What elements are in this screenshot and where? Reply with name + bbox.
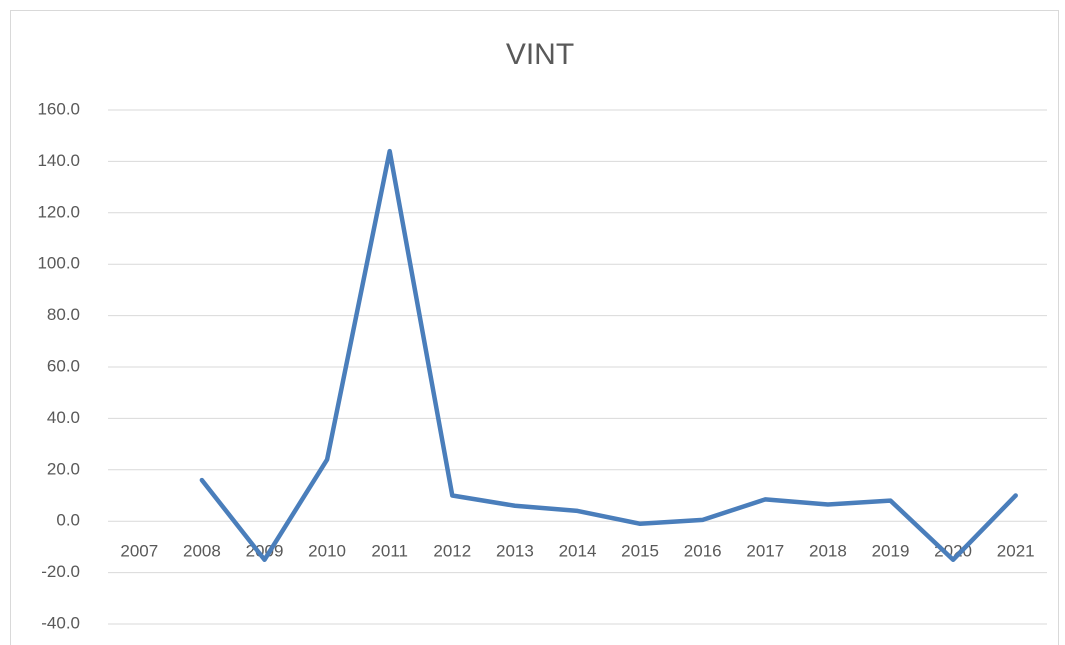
y-tick-label: 60.0 [47,356,80,375]
x-tick-label: 2012 [433,542,471,561]
y-tick-label: -20.0 [41,562,80,581]
y-tick-label: 120.0 [37,202,80,221]
x-tick-label: 2013 [496,542,534,561]
x-tick-label: 2011 [371,542,408,561]
y-tick-label: 100.0 [37,254,80,273]
y-tick-label: 160.0 [37,99,80,118]
y-tick-label: 80.0 [47,305,80,324]
x-tick-label: 2010 [308,542,346,561]
y-tick-label: -40.0 [41,613,80,632]
x-tick-label: 2020 [934,542,972,561]
y-tick-label: 20.0 [47,459,80,478]
x-tick-label: 2018 [809,542,847,561]
chart-title: VINT [506,38,574,71]
y-tick-label: 40.0 [47,408,80,427]
x-tick-label: 2007 [120,542,158,561]
x-tick-label: 2014 [559,542,597,561]
x-tick-label: 2016 [684,542,722,561]
y-tick-label: 140.0 [37,151,80,170]
x-tick-label: 2019 [872,542,910,561]
y-tick-label: 0.0 [56,511,80,530]
x-tick-label: 2021 [997,542,1035,561]
chart-border [10,10,1059,645]
x-tick-label: 2008 [183,542,221,561]
line-series [199,148,1018,562]
x-tick-label: 2017 [746,542,784,561]
x-tick-label: 2015 [621,542,659,561]
